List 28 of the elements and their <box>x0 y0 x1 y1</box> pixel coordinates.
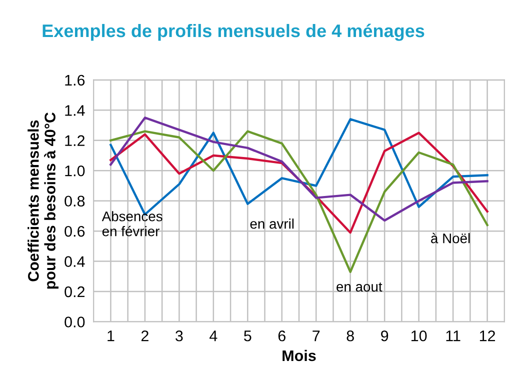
y-tick-label: 0.2 <box>64 286 84 298</box>
annotation: à Noël <box>431 232 470 244</box>
x-tick-label: 9 <box>381 330 388 342</box>
y-tick-label: 0.4 <box>64 256 85 267</box>
annotation: en aout <box>336 282 382 292</box>
x-tick-label: 8 <box>346 330 354 342</box>
y-tick-label: 1.6 <box>65 74 85 86</box>
y-tick-label: 0.6 <box>64 226 85 237</box>
x-tick-label: 5 <box>244 330 252 342</box>
y-tick-label: 1.2 <box>65 135 84 146</box>
annotation: en avril <box>250 218 294 229</box>
y-axis-title: Coefficients mensuels pour des besoins à 40°C <box>28 112 58 289</box>
x-tick-label: 6 <box>278 330 286 342</box>
x-tick-label: 1 <box>108 330 114 342</box>
y-tick-label: 1.0 <box>65 165 85 176</box>
x-tick-label: 7 <box>312 330 320 342</box>
annotation: Absences en février <box>102 211 162 236</box>
y-tick-label: 1.4 <box>65 105 85 116</box>
chart-title: Exemples de profils mensuels de 4 ménages <box>42 24 424 41</box>
x-tick-label: 12 <box>480 330 496 342</box>
y-tick-label: 0.0 <box>64 316 85 328</box>
x-tick-label: 3 <box>176 330 183 342</box>
x-tick-label: 2 <box>141 330 148 342</box>
x-tick-label: 10 <box>411 330 427 342</box>
x-tick-label: 4 <box>210 330 218 342</box>
x-tick-label: 11 <box>446 330 460 342</box>
x-axis-title: Mois <box>282 350 316 362</box>
y-tick-label: 0.8 <box>64 196 85 207</box>
